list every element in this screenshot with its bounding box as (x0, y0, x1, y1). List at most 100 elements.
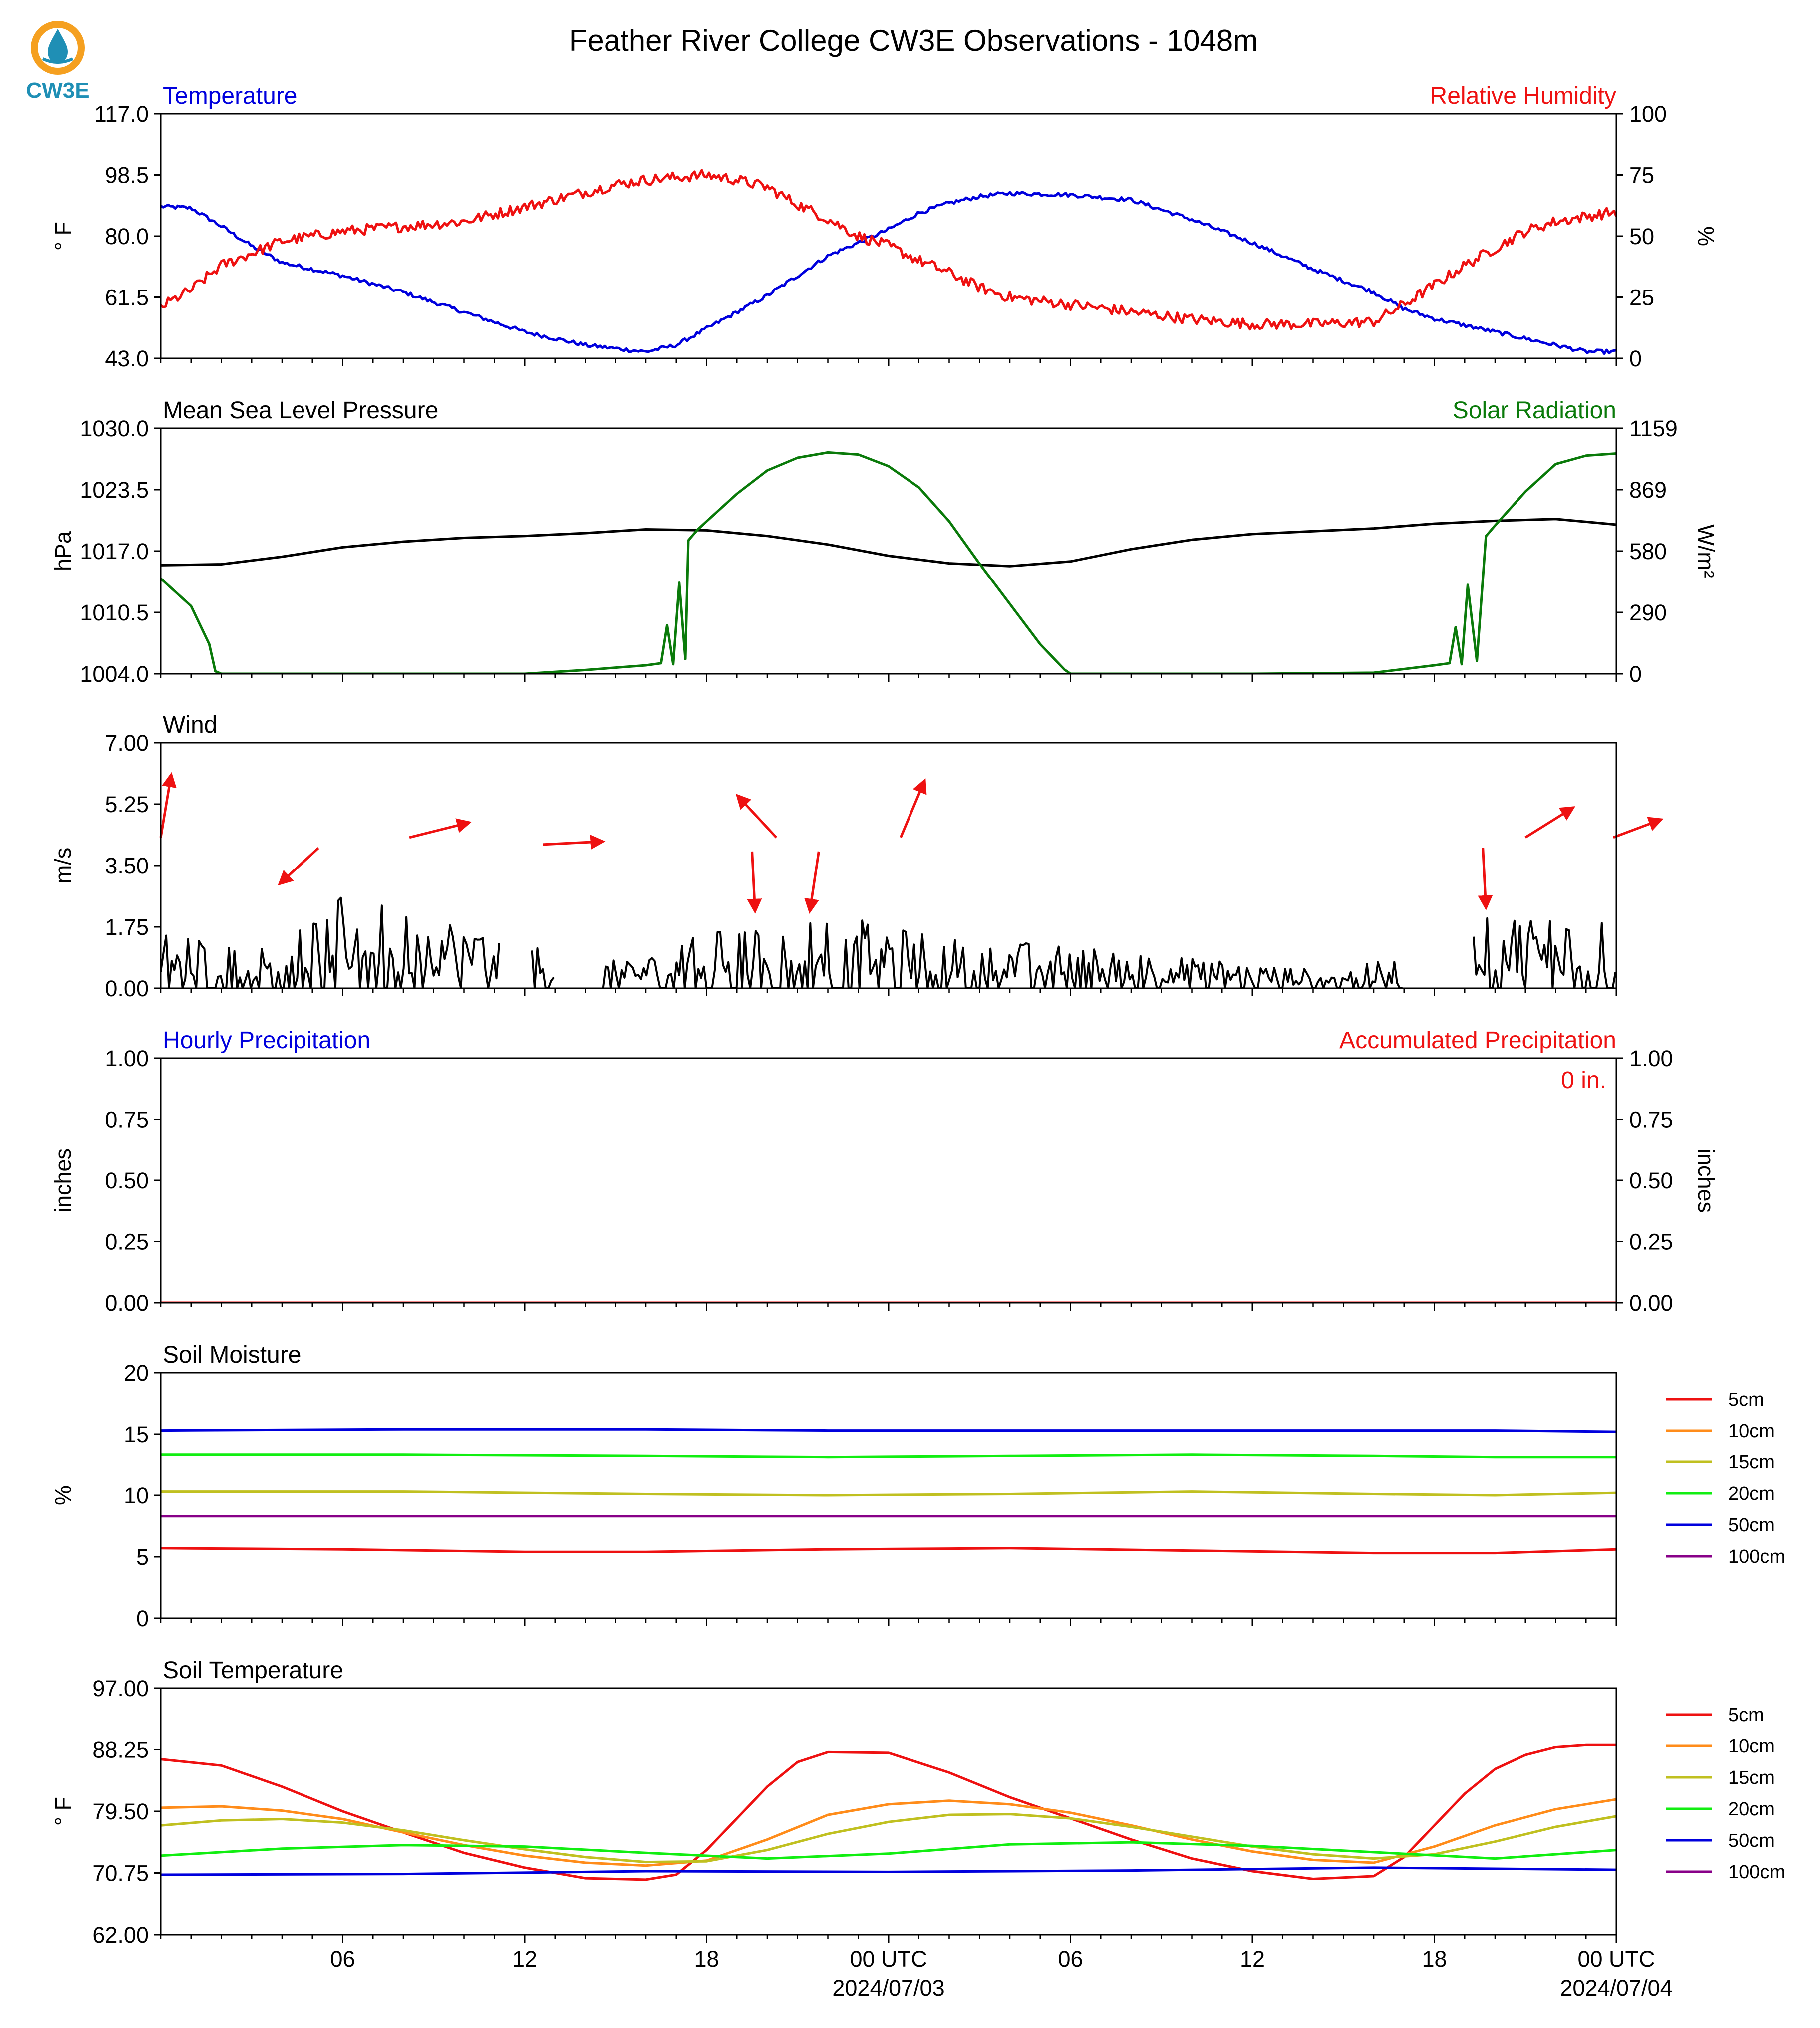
y-axis-label-left: ° F (50, 1797, 76, 1826)
y-tick-label-right: 0 (1629, 661, 1642, 687)
y-axis-label-left: m/s (50, 848, 76, 884)
legend-entry: 50cm (1728, 1830, 1775, 1851)
series-solar-radiation (161, 451, 1616, 674)
y-axis-label-left: inches (50, 1148, 76, 1213)
plot-area (161, 1743, 1616, 1881)
legend-entry: 50cm (1728, 1515, 1775, 1536)
series-15cm (161, 1490, 1616, 1497)
y-tick-label-left: 1030.0 (80, 416, 149, 441)
legend-entry: 20cm (1728, 1483, 1775, 1504)
panel-title-right: Accumulated Precipitation (1339, 1027, 1616, 1054)
y-tick-label-left: 10 (124, 1483, 149, 1508)
plot-area (161, 896, 1616, 988)
y-tick-label-left: 43.0 (105, 346, 149, 371)
panel-2: 1004.0 1010.5 1017.0 1023.5 1030.0 0 290 580 869… (50, 397, 1719, 687)
y-tick-label-left: 15 (124, 1422, 149, 1447)
panel-title-left: Soil Moisture (163, 1342, 301, 1368)
y-tick-label-right: 1.00 (1629, 1046, 1673, 1071)
y-tick-label-left: 80.0 (105, 224, 149, 249)
y-tick-label-left: 70.75 (92, 1861, 149, 1886)
y-tick-label-right: 290 (1629, 600, 1667, 625)
y-tick-label-right: 0 (1629, 346, 1642, 371)
panel-frame (160, 742, 1617, 989)
panel-frame (160, 1057, 1617, 1304)
panel-title-left: Temperature (163, 83, 297, 109)
y-tick-label-left: 0.75 (105, 1107, 149, 1133)
panel-frame (160, 1372, 1617, 1619)
legend-entry: 20cm (1728, 1799, 1775, 1820)
y-tick-label-right: 580 (1629, 539, 1667, 564)
y-tick-label-left: 0.50 (105, 1168, 149, 1193)
series-mean-sea-level-pressure (161, 518, 1616, 568)
y-tick-label-left: 1017.0 (80, 539, 149, 564)
y-axis-label-left: ° F (50, 222, 76, 251)
cw3e-logo: CW3E (26, 21, 90, 103)
x-tick-date-label: 2024/07/03 (832, 1975, 944, 2001)
plot-area (161, 1428, 1616, 1555)
legend-entry: 100cm (1728, 1862, 1785, 1883)
figure-title: Feather River College CW3E Observations … (569, 24, 1258, 57)
y-tick-label-left: 5 (136, 1544, 149, 1570)
panel-title-left: Wind (163, 712, 217, 738)
wind-vector-arrow (1613, 817, 1664, 839)
y-tick-label-left: 1004.0 (80, 661, 149, 687)
wind-vector-arrow (1524, 806, 1575, 839)
panel-frame (160, 427, 1617, 675)
y-tick-label-right: 50 (1629, 224, 1654, 249)
wind-vector-arrow (747, 851, 762, 914)
legend-entry: 5cm (1728, 1389, 1764, 1410)
y-axis-label-left: % (50, 1485, 76, 1505)
y-tick-label-left: 0.00 (105, 1290, 149, 1316)
legend-entry: 100cm (1728, 1546, 1785, 1567)
y-tick-label-left: 97.00 (92, 1676, 149, 1701)
x-tick-label: 00 UTC (1577, 1946, 1655, 1972)
panel-6: 62.00 70.75 79.50 88.25 97.00 Soil Temperatur… (50, 1657, 1785, 1948)
legend-entry: 10cm (1728, 1421, 1775, 1442)
y-tick-label-right: 0.00 (1629, 1290, 1673, 1316)
legend-entry: 15cm (1728, 1767, 1775, 1788)
y-tick-label-right: 869 (1629, 477, 1667, 503)
panel-title-right: Solar Radiation (1453, 397, 1616, 424)
y-tick-label-right: 0.25 (1629, 1229, 1673, 1255)
y-tick-label-right: 75 (1629, 163, 1654, 188)
y-tick-label-left: 1.75 (105, 914, 149, 940)
plot-area (161, 169, 1616, 355)
series-20cm (161, 1841, 1616, 1860)
x-tick-label: 06 (330, 1946, 355, 1972)
panel-title-right: Relative Humidity (1430, 83, 1616, 109)
panels: 43.061.580.098.5117.00255075100Temperatu… (50, 83, 1785, 2001)
logo-wave-icon (42, 57, 74, 64)
logo-drop-icon (48, 29, 68, 64)
x-tick-label: 12 (1240, 1946, 1265, 1972)
series-15cm (161, 1813, 1616, 1864)
y-tick-label-left: 3.50 (105, 853, 149, 878)
y-tick-label-right: 100 (1629, 101, 1667, 127)
y-tick-label-left: 1.00 (105, 1046, 149, 1071)
wind-vector-arrow (735, 794, 778, 839)
y-tick-label-left: 117.0 (94, 101, 149, 127)
series-5cm (161, 1547, 1616, 1555)
wind-vector-arrow (899, 778, 927, 838)
y-tick-label-left: 0.25 (105, 1229, 149, 1255)
y-tick-label-right: 25 (1629, 285, 1654, 310)
x-tick-date-label: 2024/07/04 (1560, 1975, 1672, 2001)
wind-vector-arrow (804, 851, 820, 914)
series-relative-humidity (161, 169, 1616, 331)
y-tick-label-left: 7.00 (105, 730, 149, 756)
wind-vector-arrow (543, 835, 606, 850)
x-tick-label: 06 (1058, 1946, 1083, 1972)
x-tick-label: 18 (694, 1946, 719, 1972)
wind-vector-arrow (278, 847, 319, 886)
series-10cm (161, 1798, 1616, 1867)
y-tick-label-left: 88.25 (92, 1738, 149, 1763)
y-tick-label-left: 62.00 (92, 1922, 149, 1948)
plot-area (161, 451, 1616, 674)
wind-vector-arrow (1478, 848, 1493, 910)
series-wind-speed (161, 896, 1616, 988)
y-tick-label-left: 5.25 (105, 792, 149, 817)
panel-title-left: Hourly Precipitation (163, 1027, 370, 1054)
panel-4: 0.00 0.25 0.50 0.75 1.00 0.00 0.25 0.50 0.75 1.00… (50, 1027, 1719, 1316)
y-axis-label-right: W/m² (1693, 524, 1719, 578)
